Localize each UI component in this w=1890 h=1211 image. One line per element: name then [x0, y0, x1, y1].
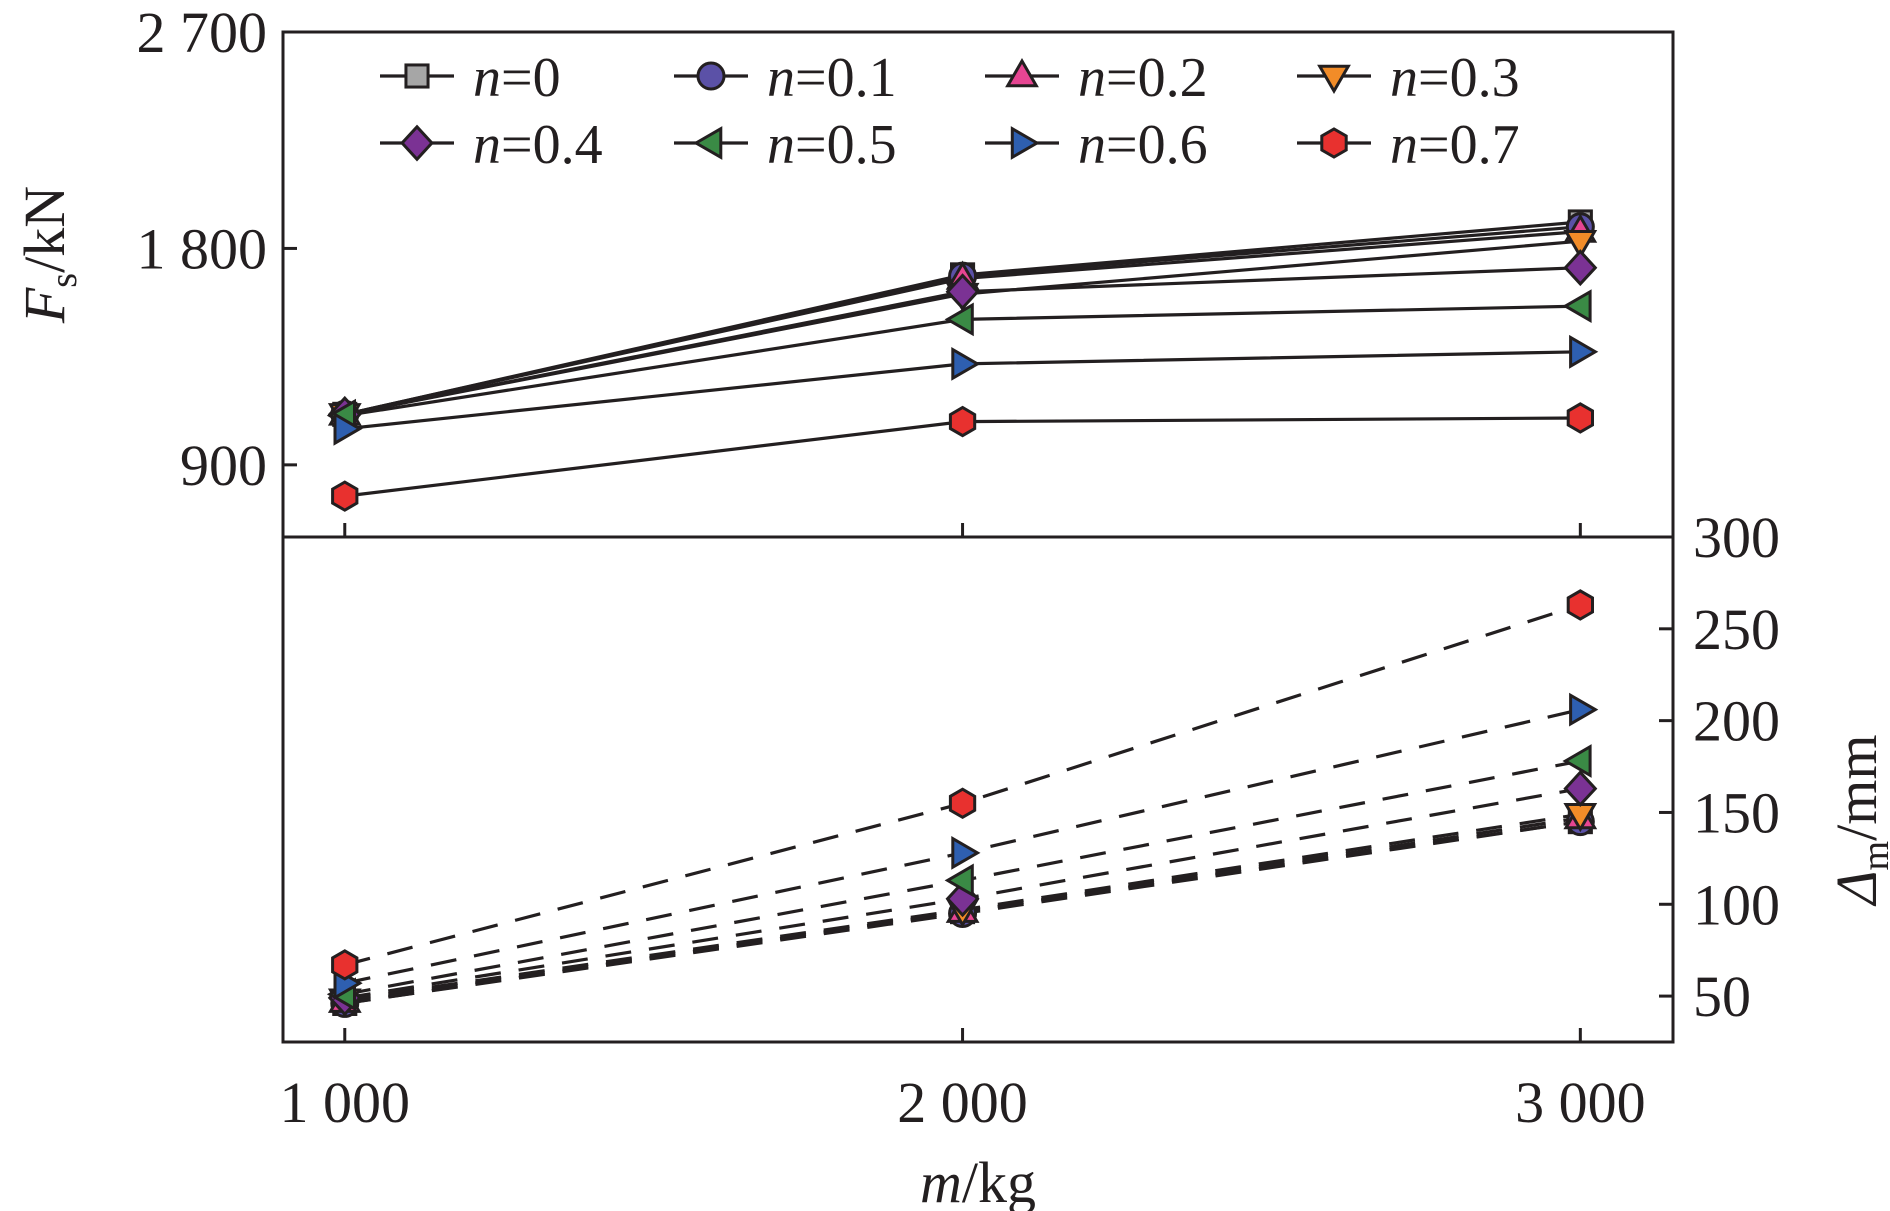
y-tick-label-bottom-4: 250 [1693, 597, 1780, 662]
marker-bottom-n0.7-1000 [331, 949, 359, 981]
bottom-panel: 50 100 150 200 250 300 Δm/mm [326, 505, 1890, 1029]
legend-item-n0: n=0 [380, 47, 561, 109]
marker-bottom-n0.6-3000 [1569, 692, 1599, 727]
legend-marker-n0.3 [1317, 64, 1351, 94]
x-tick-label-1: 2 000 [897, 1070, 1028, 1135]
legend-item-n0.1: n=0.1 [674, 47, 897, 109]
y-tick-label-bottom-2: 150 [1693, 780, 1780, 845]
legend-marker-n0.2 [1005, 57, 1039, 88]
y-tick-label-top-1: 1 800 [137, 216, 268, 281]
y-tick-label-bottom-0: 50 [1693, 964, 1751, 1029]
y-axis-title-top: Fs/kN [12, 186, 85, 324]
legend-item-n0.6: n=0.6 [985, 114, 1208, 176]
legend-label: n=0.5 [767, 114, 897, 176]
plot-frame [281, 30, 1675, 1044]
marker-bottom-n0.7-3000 [1566, 589, 1594, 621]
top-panel: 900 1 800 2 700 Fs/kN [12, 0, 1599, 512]
legend-marker-n0.5 [692, 126, 723, 160]
marker-top-n0.5-2000 [944, 302, 974, 337]
x-tick-label-0: 1 000 [280, 1070, 411, 1135]
y-tick-label-bottom-3: 200 [1693, 689, 1780, 754]
legend-label: n=0.7 [1390, 114, 1520, 176]
marker-bottom-n0.6-2000 [951, 835, 981, 870]
y-tick-label-bottom-5: 300 [1693, 505, 1780, 570]
legend: n=0 n=0.1 n=0.2 n=0.3 n=0.4 n=0.5 n=0.6 n=0.7 [380, 47, 1520, 176]
legend-label: n=0 [473, 47, 561, 109]
legend-label: n=0.4 [473, 114, 603, 176]
y-tick-label-top-0: 900 [180, 433, 267, 498]
legend-label: n=0.2 [1078, 47, 1208, 109]
legend-marker-n0.4 [400, 124, 434, 162]
marker-top-n0.3-3000 [1563, 230, 1598, 260]
marker-top-n0.6-1000 [333, 411, 363, 446]
marker-bottom-n0.7-2000 [948, 787, 977, 820]
legend-item-n0.3: n=0.3 [1297, 47, 1520, 109]
x-axis: 1 000 2 000 3 000 m/kg [280, 523, 1646, 1211]
marker-top-n0.4-3000 [1563, 249, 1598, 287]
marker-top-n0.4-2000 [945, 273, 980, 311]
legend-item-n0.7: n=0.7 [1297, 114, 1520, 176]
legend-marker-n0.6 [1010, 126, 1040, 160]
legend-marker-n0.7 [1320, 127, 1348, 159]
marker-top-n0.7-2000 [948, 405, 977, 438]
legend-label: n=0.6 [1078, 114, 1208, 176]
legend-label: n=0.1 [767, 47, 897, 109]
y-tick-label-top-2: 2 700 [137, 0, 268, 65]
marker-top-n0.5-3000 [1562, 289, 1592, 324]
marker-top-n0.6-3000 [1569, 334, 1599, 369]
x-tick-label-2: 3 000 [1515, 1070, 1646, 1135]
x-axis-title: m/kg [920, 1150, 1036, 1211]
legend-item-n0.2: n=0.2 [985, 47, 1208, 109]
legend-item-n0.4: n=0.4 [380, 114, 603, 176]
marker-bottom-n0.4-3000 [1563, 770, 1598, 808]
y-axis-title-bottom: Δm/mm [1824, 735, 1890, 907]
marker-bottom-n0.5-2000 [944, 863, 974, 898]
marker-top-n0.7-1000 [331, 480, 359, 512]
legend-marker-n0.1 [696, 61, 726, 91]
marker-top-n0.6-2000 [951, 346, 981, 381]
marker-bottom-n0.5-3000 [1562, 744, 1592, 778]
legend-marker-n0 [404, 63, 430, 89]
y-tick-label-bottom-1: 100 [1693, 872, 1780, 937]
marker-top-n0.7-3000 [1566, 402, 1594, 434]
legend-item-n0.5: n=0.5 [674, 114, 897, 176]
legend-label: n=0.3 [1390, 47, 1520, 109]
